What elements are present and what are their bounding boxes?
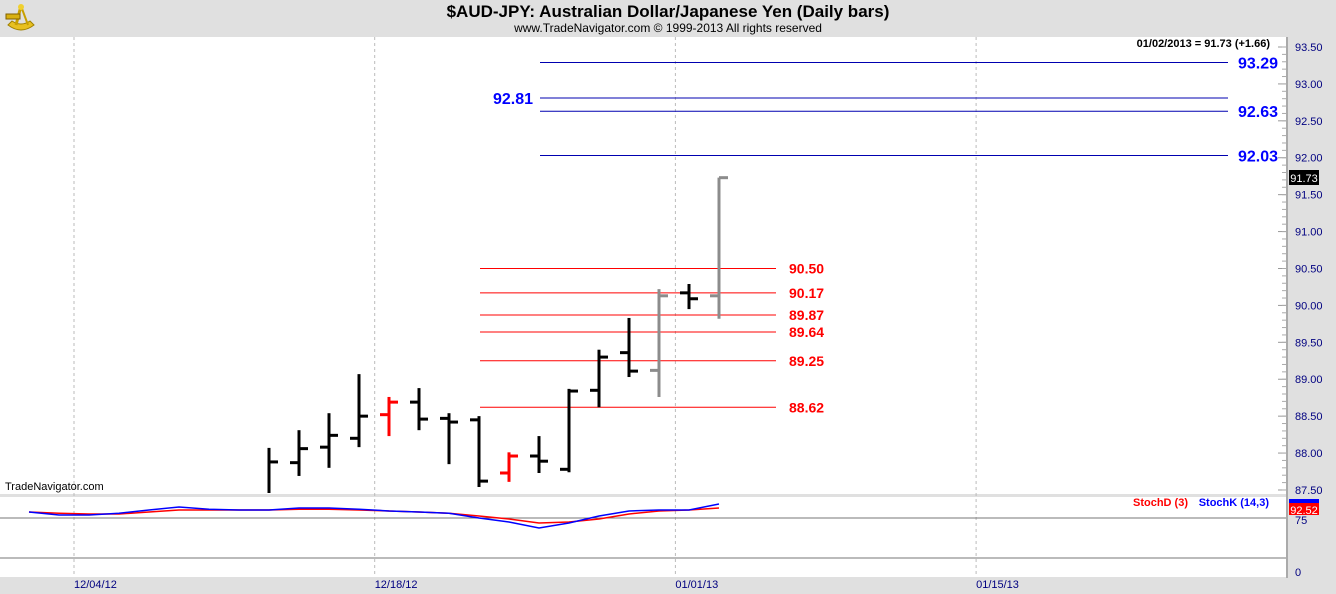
x-tick-label: 01/15/13 [976,579,1019,591]
legend-stochd: StochD (3) [1133,497,1188,509]
red-level-label: 90.50 [789,260,824,276]
blue-level-label: 93.29 [1238,56,1278,73]
y-tick-label: 92.00 [1295,153,1323,165]
y-tick-label: 87.50 [1295,485,1323,497]
red-level-label: 90.17 [789,285,824,301]
blue-level-label: 92.03 [1238,149,1278,166]
red-level-label: 89.87 [789,307,824,323]
legend-stochk: StochK (14,3) [1199,497,1270,509]
ohlc-bar [320,413,338,468]
ohlc-bar [350,374,368,448]
stochk-line [28,503,720,529]
y-tick-label: 92.50 [1295,116,1323,128]
chart-title: $AUD-JPY: Australian Dollar/Japanese Yen… [446,2,890,21]
red-level-label: 89.64 [789,324,824,340]
ohlc-bar [290,430,308,476]
x-tick-label: 12/18/12 [375,579,418,591]
red-level-label: 88.62 [789,399,824,415]
y-tick-label: 91.00 [1295,227,1323,239]
ohlc-bar [710,176,728,319]
stoch-tick-label: 75 [1295,515,1307,527]
price-panel [0,37,1286,494]
stoch-last-label: 92.52 [1290,505,1318,517]
x-tick-label: 01/01/13 [675,579,718,591]
last-price-readout: 01/02/2013 = 91.73 (+1.66) [1137,38,1271,50]
y-tick-label: 93.50 [1295,42,1323,54]
blue-level-label: 92.81 [493,91,533,108]
last-price-label: 91.73 [1290,173,1318,185]
blue-level-label: 92.63 [1238,104,1278,121]
y-tick-label: 89.00 [1295,374,1323,386]
copyright-subtitle: www.TradeNavigator.com © 1999-2013 All r… [514,21,822,35]
ohlc-bar [380,396,398,437]
y-tick-label: 93.00 [1295,79,1323,91]
ohlc-bar [470,416,488,488]
ohlc-bar [410,388,428,431]
red-level-label: 89.25 [789,353,824,369]
ohlc-bar [590,349,608,408]
y-tick-label: 91.50 [1295,190,1323,202]
ohlc-bar [267,447,278,493]
ohlc-bar [620,317,638,378]
ohlc-bar [440,413,458,465]
y-tick-label: 90.50 [1295,263,1323,275]
stoch-value-badge: 92.52 [1289,499,1319,517]
ohlc-bar [530,436,548,473]
y-tick-label: 88.50 [1295,411,1323,423]
sextant-icon [4,3,38,40]
x-tick-label: 12/04/12 [74,579,117,591]
last-price-badge: 91.73 [1289,170,1319,185]
y-tick-label: 89.50 [1295,337,1323,349]
y-tick-label: 90.00 [1295,300,1323,312]
y-tick-label: 88.00 [1295,448,1323,460]
ohlc-bar [650,289,668,397]
ohlc-bar [560,388,578,473]
stoch-panel [0,497,1286,577]
ohlc-bar [680,283,698,310]
stoch-tick-label: 0 [1295,567,1301,579]
watermark: TradeNavigator.com [5,481,104,493]
ohlc-bar [500,452,518,482]
